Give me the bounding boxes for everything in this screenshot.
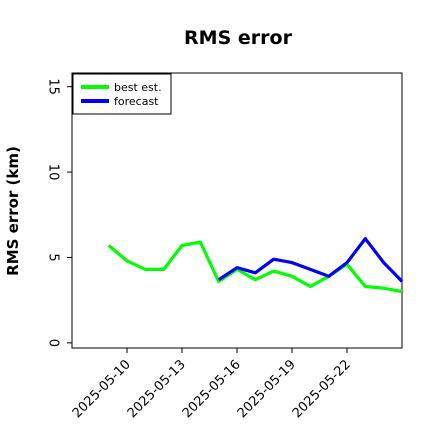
plot-area <box>71 72 403 349</box>
y-tick-label: 0 <box>46 339 61 347</box>
x-tick-label: 2025-05-22 <box>290 357 354 421</box>
y-tick-label: 10 <box>46 164 61 181</box>
y-tick-label: 15 <box>46 78 61 95</box>
legend-box <box>72 73 172 115</box>
series-line-forecast <box>217 237 404 283</box>
x-tick-label: 2025-05-10 <box>70 357 134 421</box>
legend: best est. forecast <box>72 73 172 115</box>
y-axis: 0 5 10 15 <box>46 78 72 347</box>
y-axis-label: RMS error (km) <box>4 146 22 276</box>
x-axis: 2025-05-102025-05-132025-05-162025-05-19… <box>70 348 354 421</box>
chart-title: RMS error <box>184 27 293 49</box>
y-tick-label: 5 <box>46 253 61 261</box>
legend-label-forecast: forecast <box>114 95 159 108</box>
legend-label-best-est: best est. <box>114 81 162 94</box>
x-tick-label: 2025-05-13 <box>125 357 189 421</box>
x-tick-label: 2025-05-16 <box>180 357 244 421</box>
series-layer <box>107 237 404 294</box>
series-line-best-est <box>107 240 403 294</box>
x-tick-label: 2025-05-19 <box>235 357 299 421</box>
